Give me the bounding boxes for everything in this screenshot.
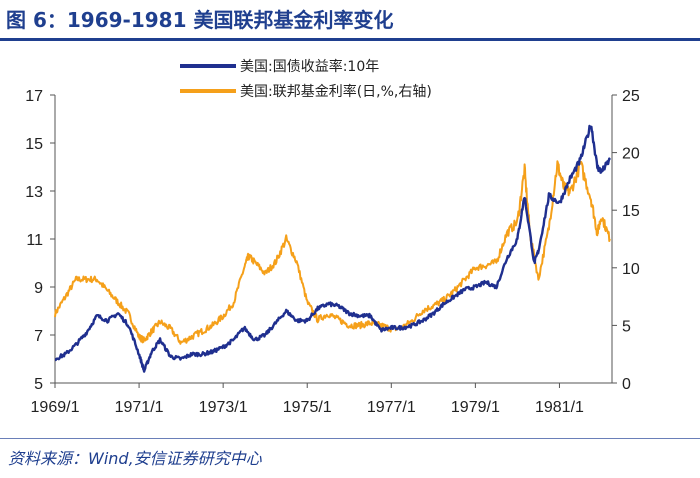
left-tick-label: 13 (25, 184, 43, 201)
x-tick-label: 1969/1 (31, 399, 80, 416)
x-tick-label: 1975/1 (283, 399, 332, 416)
right-tick-label: 0 (622, 376, 631, 393)
x-tick-label: 1981/1 (535, 399, 584, 416)
left-tick-label: 17 (25, 88, 43, 105)
x-tick-label: 1979/1 (451, 399, 500, 416)
right-tick-label: 15 (622, 203, 640, 220)
x-tick-label: 1973/1 (199, 399, 248, 416)
plot-area: 5 7 9 11 13 15 17 0 5 10 15 20 25 1969/1 1971/1 1973/… (25, 88, 640, 416)
series-line-treasury-10y (54, 124, 611, 373)
series-line-fed-funds (54, 160, 611, 345)
dual-axis-line-chart: 5 7 9 11 13 15 17 0 5 10 15 20 25 1969/1 1971/1 1973/… (25, 58, 640, 416)
left-y-axis-ticks: 5 7 9 11 13 15 17 (25, 88, 55, 393)
x-axis-ticks: 1969/1 1971/1 1973/1 1975/1 1977/1 1979/1 1981… (31, 383, 584, 416)
chart-title: 图 6：1969-1981 美国联邦基金利率变化 (6, 8, 394, 32)
right-tick-label: 10 (622, 261, 640, 278)
right-tick-label: 25 (622, 88, 640, 105)
left-tick-label: 7 (34, 328, 43, 345)
right-tick-label: 5 (622, 318, 631, 335)
left-tick-label: 5 (34, 376, 43, 393)
right-y-axis-ticks: 0 5 10 15 20 25 (612, 88, 640, 393)
x-tick-label: 1971/1 (115, 399, 164, 416)
legend: 美国:国债收益率:10年 美国:联邦基金利率(日,%,右轴) (180, 58, 432, 100)
x-tick-label: 1977/1 (367, 399, 416, 416)
source-note: 资料来源：Wind,安信证券研究中心 (8, 449, 262, 468)
left-tick-label: 9 (34, 280, 43, 297)
legend-label-fed-funds: 美国:联邦基金利率(日,%,右轴) (240, 83, 432, 100)
right-tick-label: 20 (622, 146, 640, 163)
legend-label-treasury-10y: 美国:国债收益率:10年 (240, 58, 379, 75)
left-tick-label: 11 (26, 232, 43, 249)
series-layer (54, 124, 611, 373)
left-tick-label: 15 (25, 136, 43, 153)
title-divider (0, 38, 700, 41)
source-divider (0, 438, 700, 439)
